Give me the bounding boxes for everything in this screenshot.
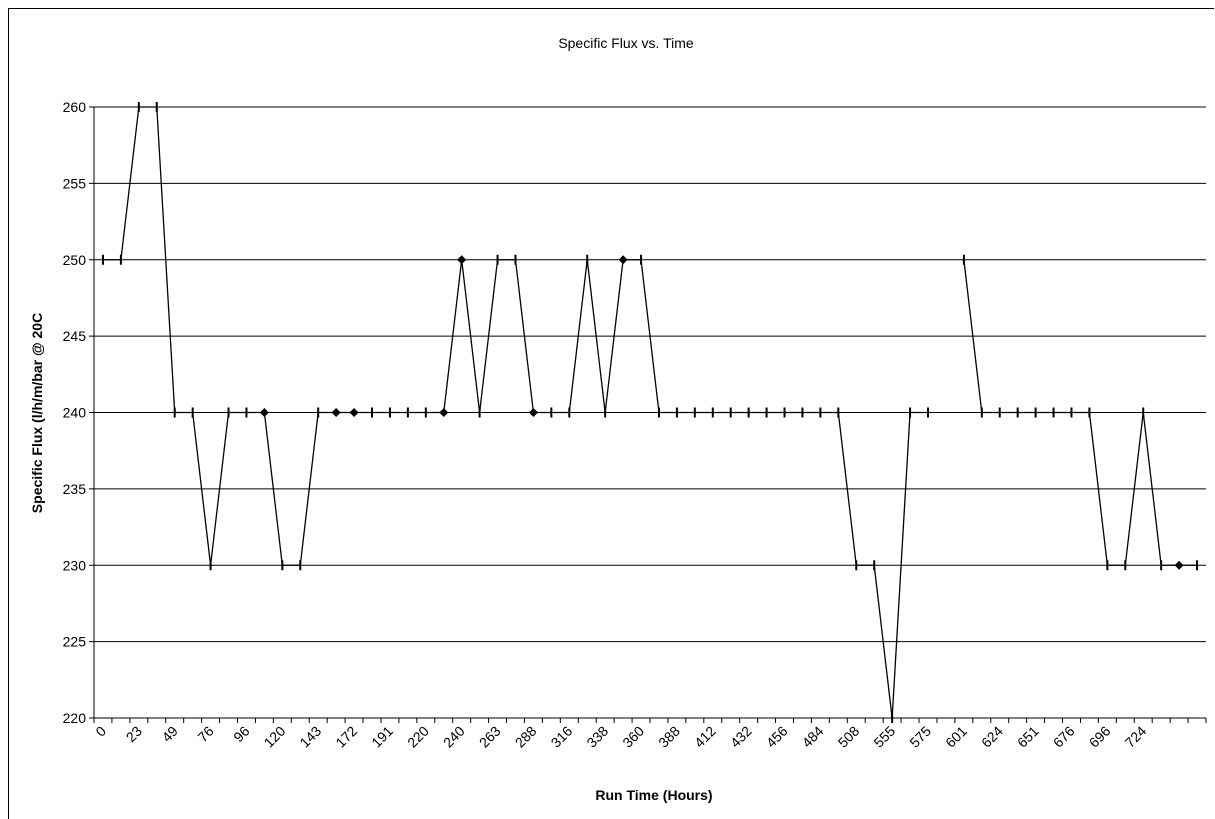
data-point-marker (528, 408, 538, 417)
x-tick-label: 388 (655, 723, 683, 751)
data-point-marker (349, 408, 359, 417)
y-tick-label: 250 (63, 252, 87, 268)
y-tick-label: 260 (63, 99, 87, 115)
x-tick-label: 484 (799, 723, 827, 751)
gridlines (94, 106, 1206, 643)
x-tick-label: 412 (691, 723, 719, 751)
x-tick-label: 555 (870, 723, 898, 751)
y-tick-label: 235 (63, 481, 87, 497)
x-tick-label: 49 (159, 723, 181, 745)
y-tick-label: 245 (63, 328, 87, 344)
data-point-marker (331, 408, 341, 417)
x-tick-label: 696 (1086, 723, 1114, 751)
x-tick-label: 676 (1050, 723, 1078, 751)
x-tick-label: 456 (763, 723, 791, 751)
x-tick-label: 360 (619, 723, 647, 751)
data-point-marker (618, 255, 628, 265)
y-tick-labels: 220 225 230 235 240 245 250 255 260 (63, 99, 87, 726)
y-tick-label: 240 (63, 405, 87, 421)
x-tick-label: 316 (548, 723, 576, 751)
x-tick-label: 263 (476, 723, 504, 751)
x-tick-label: 172 (332, 723, 360, 751)
y-tick-label: 225 (63, 634, 87, 650)
x-tick-label: 96 (230, 723, 252, 745)
x-tick-label: 624 (978, 723, 1006, 751)
x-tick-label: 575 (906, 723, 934, 751)
data-point-marker (1174, 560, 1184, 570)
x-axis-title: Run Time (Hours) (595, 787, 712, 803)
x-tick-label: 601 (942, 723, 970, 751)
x-tick-label: 338 (583, 723, 611, 751)
x-tick-label: 143 (296, 723, 324, 751)
y-tick-label: 220 (63, 710, 87, 726)
x-tick-label: 220 (404, 723, 432, 751)
series-segment (963, 259, 1198, 566)
x-tick-label: 76 (194, 723, 216, 745)
y-axis-title: Specific Flux (l/h/m/bar @ 20C (29, 313, 45, 513)
x-tick-labels: 0 23 49 76 96 120 143 172 191 220 240 263 288 316 338 3… (92, 723, 1149, 751)
x-tick-label: 651 (1014, 723, 1042, 751)
data-point-marker (259, 408, 269, 417)
x-tick-label: 508 (835, 723, 863, 751)
x-tick-label: 240 (440, 723, 468, 751)
x-tick-label: 23 (123, 723, 145, 745)
chart-frame (8, 8, 1214, 819)
series-markers (101, 102, 1199, 723)
x-tick-label: 724 (1122, 723, 1150, 751)
y-tick-label: 255 (63, 175, 87, 191)
data-point-marker (457, 255, 467, 265)
x-tick-label: 0 (92, 723, 109, 740)
x-tick-label: 120 (261, 723, 289, 751)
y-tick-label: 230 (63, 557, 87, 573)
chart-title: Specific Flux vs. Time (558, 35, 694, 51)
data-point-marker (439, 408, 449, 417)
x-tick-label: 288 (512, 723, 540, 751)
x-tick-label: 432 (727, 723, 755, 751)
axes (89, 106, 1207, 723)
x-tick-label: 191 (368, 723, 396, 751)
